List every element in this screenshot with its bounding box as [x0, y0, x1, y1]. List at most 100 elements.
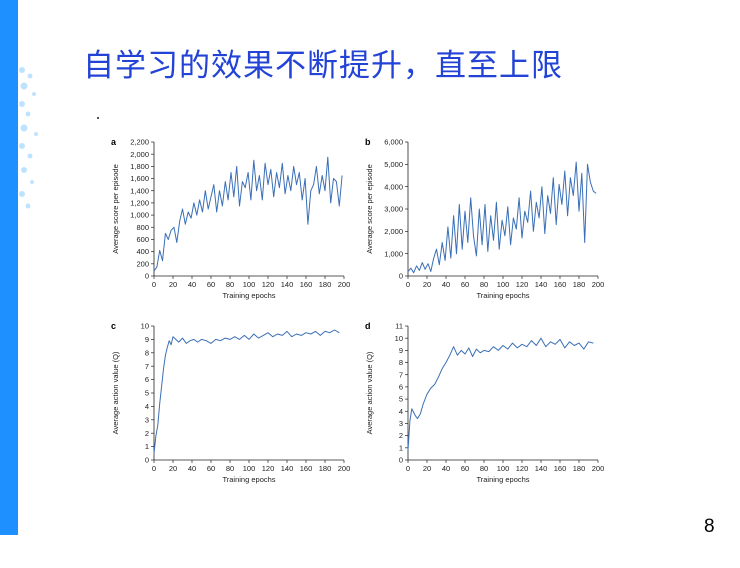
y-tick-label: 8 — [399, 358, 403, 367]
x-tick-label: 140 — [535, 464, 548, 473]
y-tick-label: 7 — [399, 370, 403, 379]
y-tick-label: 4,000 — [384, 182, 403, 191]
y-tick-label: 1 — [399, 443, 403, 452]
y-tick-label: 2 — [145, 429, 149, 438]
x-tick-label: 180 — [573, 464, 586, 473]
x-tick-label: 100 — [243, 280, 256, 289]
x-tick-label: 180 — [319, 280, 332, 289]
series-line — [407, 161, 597, 274]
y-tick-label: 11 — [395, 322, 403, 331]
slide-title: 自学习的效果不断提升，直至上限 — [83, 48, 563, 84]
x-axis-label: Training epochs — [476, 291, 529, 300]
y-tick-label: 1,600 — [130, 174, 149, 183]
x-tick-label: 180 — [319, 464, 332, 473]
x-tick-label: 80 — [480, 280, 488, 289]
panel-label: b — [365, 137, 371, 147]
chart-panel-d: d 0 1 2 3 4 5 6 7 8 9 10 11 0 20 40 60 80 100 120 140 160 180 2… — [365, 321, 605, 484]
x-tick-label: 200 — [592, 280, 605, 289]
y-tick-label: 5 — [399, 395, 403, 404]
x-tick-label: 0 — [152, 464, 156, 473]
decorative-pattern — [19, 67, 38, 209]
x-tick-label: 200 — [338, 464, 351, 473]
y-tick-label: 1,800 — [130, 162, 149, 171]
x-tick-label: 20 — [169, 280, 177, 289]
x-tick-label: 160 — [554, 280, 567, 289]
stray-mark — [97, 117, 99, 119]
y-tick-label: 6,000 — [384, 138, 403, 147]
x-tick-label: 120 — [262, 464, 275, 473]
y-tick-label: 3 — [145, 415, 149, 424]
y-tick-label: 0 — [399, 456, 403, 465]
y-tick-label: 1,000 — [384, 249, 403, 258]
y-tick-label: 400 — [136, 247, 149, 256]
panel-label: a — [111, 137, 117, 147]
y-tick-label: 800 — [136, 223, 149, 232]
x-tick-label: 60 — [461, 280, 469, 289]
x-tick-label: 200 — [592, 464, 605, 473]
y-tick-label: 6 — [399, 383, 403, 392]
x-tick-label: 0 — [406, 280, 410, 289]
y-axis-label: Average score per episode — [365, 164, 374, 254]
x-tick-label: 100 — [497, 464, 510, 473]
y-tick-label: 0 — [145, 272, 149, 281]
x-tick-label: 20 — [423, 280, 431, 289]
y-tick-label: 3 — [399, 419, 403, 428]
x-axis-label: Training epochs — [222, 291, 275, 300]
x-tick-label: 140 — [281, 280, 294, 289]
x-axis-label: Training epochs — [476, 475, 529, 484]
x-tick-label: 140 — [281, 464, 294, 473]
x-tick-label: 200 — [338, 280, 351, 289]
x-tick-label: 60 — [207, 280, 215, 289]
x-tick-label: 160 — [300, 280, 313, 289]
x-tick-label: 40 — [442, 280, 450, 289]
y-tick-label: 2 — [399, 431, 403, 440]
x-tick-label: 20 — [169, 464, 177, 473]
y-tick-label: 3,000 — [384, 205, 403, 214]
x-tick-label: 0 — [406, 464, 410, 473]
chart-panel-a: a02004006008001,0001,2001,4001,6001,8002… — [111, 137, 351, 300]
y-tick-label: 5,000 — [384, 160, 403, 169]
y-tick-label: 9 — [145, 335, 149, 344]
series-line — [407, 337, 594, 451]
x-tick-label: 180 — [573, 280, 586, 289]
series-line — [153, 329, 340, 454]
y-axis-label: Average action value (Q) — [365, 351, 374, 434]
page-number: 8 — [704, 516, 715, 537]
y-tick-label: 5 — [145, 389, 149, 398]
x-tick-label: 80 — [226, 280, 234, 289]
y-tick-label: 10 — [395, 334, 403, 343]
y-tick-label: 4 — [399, 407, 403, 416]
y-tick-label: 8 — [145, 348, 149, 357]
x-tick-label: 60 — [461, 464, 469, 473]
x-tick-label: 100 — [243, 464, 256, 473]
y-tick-label: 2,200 — [130, 138, 149, 147]
x-tick-label: 160 — [554, 464, 567, 473]
y-tick-label: 200 — [136, 259, 149, 268]
y-tick-label: 0 — [399, 272, 403, 281]
x-tick-label: 40 — [188, 280, 196, 289]
x-tick-label: 120 — [516, 280, 529, 289]
x-tick-label: 40 — [442, 464, 450, 473]
y-tick-label: 1,000 — [130, 211, 149, 220]
x-tick-label: 80 — [226, 464, 234, 473]
y-axis-label: Average score per episode — [111, 164, 120, 254]
x-tick-label: 100 — [497, 280, 510, 289]
y-tick-label: 7 — [145, 362, 149, 371]
panel-label: c — [111, 321, 116, 331]
x-tick-label: 160 — [300, 464, 313, 473]
x-tick-label: 0 — [152, 280, 156, 289]
y-tick-label: 0 — [145, 456, 149, 465]
x-tick-label: 120 — [516, 464, 529, 473]
x-tick-label: 20 — [423, 464, 431, 473]
y-tick-label: 600 — [136, 235, 149, 244]
x-tick-label: 40 — [188, 464, 196, 473]
left-accent-bar — [0, 0, 18, 535]
x-tick-label: 120 — [262, 280, 275, 289]
y-tick-label: 9 — [399, 346, 403, 355]
x-tick-label: 80 — [480, 464, 488, 473]
series-line — [153, 156, 343, 272]
y-tick-label: 1,200 — [130, 199, 149, 208]
y-axis-label: Average action value (Q) — [111, 351, 120, 434]
y-tick-label: 1,400 — [130, 186, 149, 195]
